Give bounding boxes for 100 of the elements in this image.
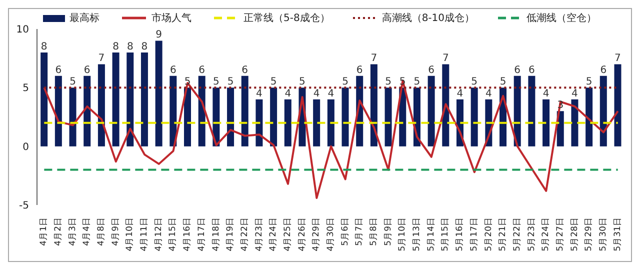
x-tick-label: 4月22日 xyxy=(240,217,250,252)
x-tick-label: 5月21日 xyxy=(498,217,508,252)
x-tick-label: 4月23日 xyxy=(254,217,264,252)
bar xyxy=(586,88,593,146)
bar xyxy=(241,76,248,146)
legend-label: 市场人气 xyxy=(150,12,192,25)
x-tick-label: 4月8日 xyxy=(96,217,107,246)
data-label: 7 xyxy=(442,53,449,64)
bar xyxy=(600,76,607,146)
bar xyxy=(428,76,435,146)
data-label: 4 xyxy=(313,88,320,100)
data-label: 6 xyxy=(356,64,363,76)
x-tick-label: 5月16日 xyxy=(455,217,466,252)
bar xyxy=(140,52,148,146)
bar xyxy=(256,99,263,146)
data-label: 5 xyxy=(270,76,277,88)
data-label: 5 xyxy=(227,76,234,88)
data-label: 5 xyxy=(385,76,392,88)
bar xyxy=(170,76,177,146)
x-tick-label: 5月6日 xyxy=(340,217,350,246)
x-tick-label: 4月19日 xyxy=(226,217,236,252)
bar xyxy=(54,76,62,146)
legend-label: 高潮线（8-10成仓） xyxy=(380,12,475,25)
bar xyxy=(84,76,91,146)
bar xyxy=(442,64,450,146)
x-tick-label: 4月18日 xyxy=(211,217,222,252)
y-tick-label: -5 xyxy=(19,200,29,212)
x-tick-label: 5月13日 xyxy=(412,217,422,252)
data-label: 6 xyxy=(84,64,90,76)
data-label: 5 xyxy=(414,76,420,88)
x-tick-label: 5月30日 xyxy=(598,217,608,252)
data-label: 5 xyxy=(500,76,506,88)
data-label: 4 xyxy=(256,88,262,100)
bar xyxy=(542,99,550,146)
x-tick-label: 5月27日 xyxy=(555,217,566,252)
x-tick-label: 5月23日 xyxy=(526,217,537,252)
data-label: 9 xyxy=(156,30,162,41)
x-tick-label: 4月12日 xyxy=(154,217,164,252)
data-label: 7 xyxy=(370,53,378,64)
x-tick-label: 4月17日 xyxy=(196,217,207,252)
x-tick-label: 4月1日 xyxy=(39,217,50,246)
data-label: 8 xyxy=(126,41,134,52)
data-label: 6 xyxy=(514,64,521,76)
x-tick-label: 4月30日 xyxy=(326,217,336,252)
data-label: 5 xyxy=(342,76,348,88)
x-tick-label: 4月24日 xyxy=(268,217,279,252)
bar xyxy=(342,88,349,146)
bar xyxy=(313,99,320,146)
x-tick-label: 4月16日 xyxy=(182,217,193,252)
data-label: 4 xyxy=(328,88,334,100)
x-tick-label: 5月7日 xyxy=(354,217,365,246)
bar xyxy=(40,52,48,146)
data-label: 5 xyxy=(212,76,220,88)
x-tick-label: 5月31日 xyxy=(612,217,623,252)
bar xyxy=(112,52,120,146)
data-label: 6 xyxy=(428,64,434,76)
x-tick-label: 4月2日 xyxy=(54,217,64,246)
legend-label: 最高标 xyxy=(68,12,100,25)
data-label: 4 xyxy=(456,88,464,100)
data-label: 4 xyxy=(542,88,550,100)
x-tick-label: 4月26日 xyxy=(297,217,308,252)
x-tick-label: 5月10日 xyxy=(398,217,408,252)
y-tick-label: 0 xyxy=(22,142,29,153)
x-tick-label: 5月24日 xyxy=(541,217,552,252)
data-label: 6 xyxy=(528,64,535,76)
bar xyxy=(514,76,521,146)
x-tick-label: 5月15日 xyxy=(440,217,451,252)
x-tick-label: 4月3日 xyxy=(68,217,78,246)
legend-label: 低潮线（空仓） xyxy=(526,12,597,25)
x-tick-label: 4月25日 xyxy=(282,217,293,252)
bar xyxy=(528,76,536,146)
data-label: 8 xyxy=(40,41,48,52)
x-tick-label: 5月8日 xyxy=(369,217,380,246)
data-label: 7 xyxy=(98,53,105,64)
data-label: 6 xyxy=(170,64,176,76)
legend-label: 正常线（5-8成仓） xyxy=(242,12,330,25)
bar xyxy=(126,52,134,146)
bar xyxy=(155,40,162,146)
x-tick-label: 4月29日 xyxy=(312,217,322,252)
data-label: 4 xyxy=(284,88,292,100)
data-label: 7 xyxy=(614,53,621,64)
data-label: 5 xyxy=(586,76,592,88)
x-tick-label: 4月10日 xyxy=(125,217,136,252)
x-tick-label: 5月28日 xyxy=(570,217,580,252)
y-tick-label: 10 xyxy=(16,24,29,36)
bar xyxy=(571,99,578,146)
x-tick-label: 4月9日 xyxy=(110,217,121,246)
bar xyxy=(327,99,334,146)
bar xyxy=(270,88,278,146)
data-label: 5 xyxy=(471,76,478,88)
bar xyxy=(384,88,392,146)
data-label: 6 xyxy=(600,64,607,76)
bar xyxy=(370,64,378,146)
bar xyxy=(284,99,292,146)
data-label: 6 xyxy=(242,64,248,76)
bar xyxy=(98,64,105,146)
data-label: 6 xyxy=(198,64,206,76)
x-tick-label: 5月20日 xyxy=(484,217,494,252)
x-tick-label: 4月15日 xyxy=(168,217,178,252)
data-label: 4 xyxy=(485,88,492,100)
